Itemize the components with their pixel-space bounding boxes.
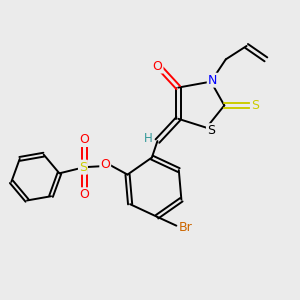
Text: Br: Br	[179, 221, 193, 234]
Text: O: O	[80, 133, 89, 146]
Text: O: O	[80, 188, 89, 201]
Text: S: S	[251, 99, 259, 112]
Text: O: O	[153, 59, 163, 73]
Text: O: O	[100, 158, 110, 171]
Text: H: H	[144, 132, 153, 145]
Text: S: S	[79, 161, 87, 174]
Text: S: S	[207, 124, 215, 137]
Text: N: N	[208, 74, 217, 87]
